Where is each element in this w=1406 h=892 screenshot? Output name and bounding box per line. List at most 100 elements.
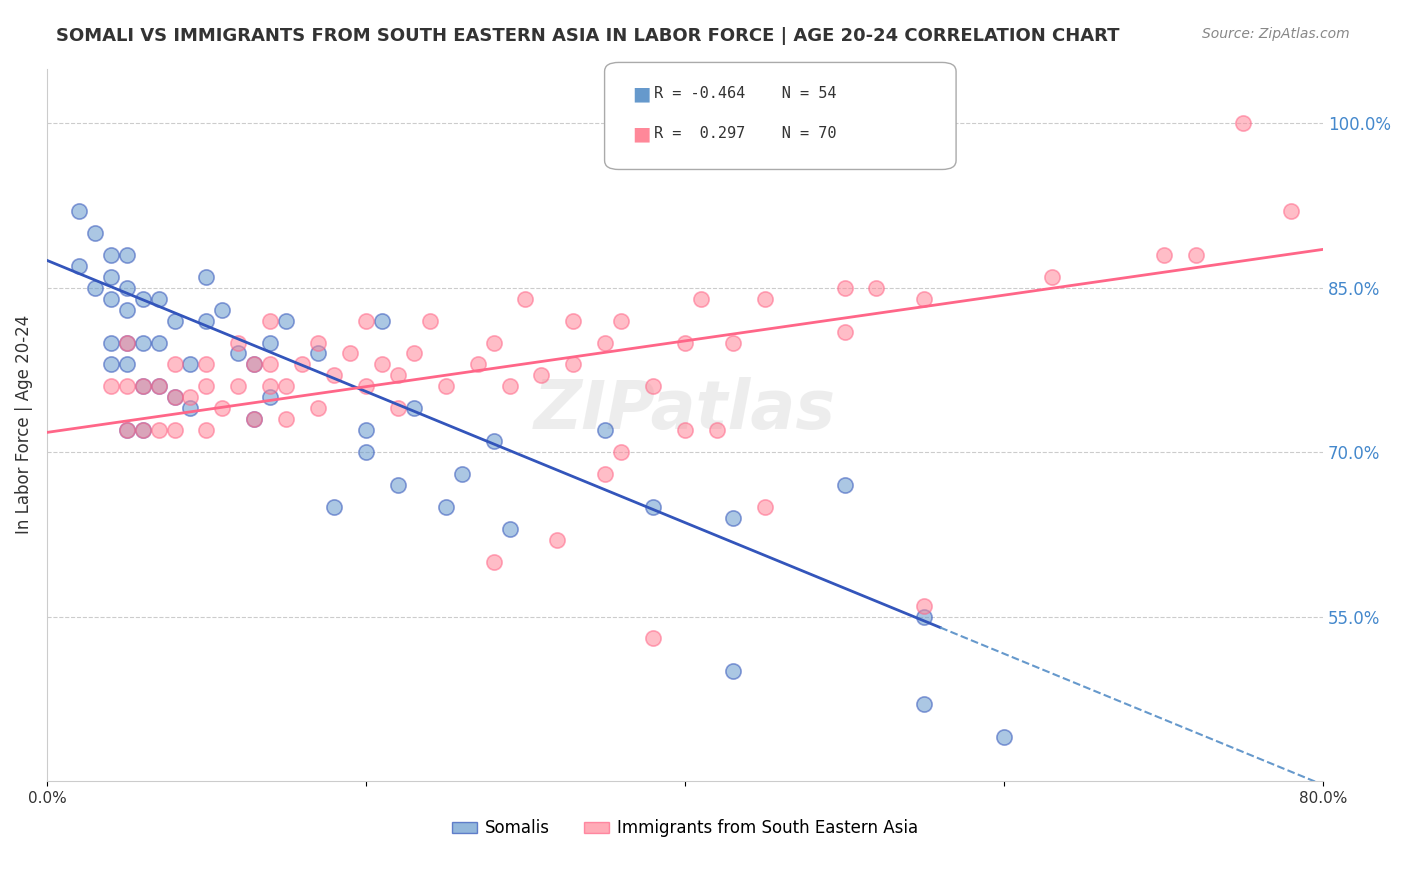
Point: [593, 423, 616, 437]
Point: [243, 358, 266, 372]
Point: [482, 555, 505, 569]
Text: ■: ■: [633, 84, 651, 103]
Point: [259, 379, 281, 393]
Point: [706, 423, 728, 437]
Point: [1279, 204, 1302, 219]
Point: [402, 346, 425, 360]
Point: [593, 467, 616, 481]
Point: [434, 379, 457, 393]
Point: [115, 281, 138, 295]
Point: [530, 368, 553, 383]
Point: [100, 335, 122, 350]
Point: [243, 358, 266, 372]
Point: [100, 248, 122, 262]
Point: [195, 358, 218, 372]
Point: [610, 313, 633, 327]
Y-axis label: In Labor Force | Age 20-24: In Labor Force | Age 20-24: [15, 315, 32, 534]
Point: [993, 730, 1015, 744]
Point: [515, 292, 537, 306]
Point: [276, 313, 298, 327]
Point: [834, 325, 856, 339]
Point: [148, 423, 170, 437]
Point: [228, 346, 250, 360]
Point: [276, 379, 298, 393]
Point: [419, 313, 441, 327]
Point: [131, 292, 153, 306]
Point: [912, 609, 935, 624]
Point: [148, 379, 170, 393]
Point: [148, 379, 170, 393]
Point: [115, 302, 138, 317]
Point: [402, 401, 425, 416]
Point: [115, 335, 138, 350]
Point: [912, 698, 935, 712]
Point: [243, 412, 266, 426]
Point: [354, 423, 377, 437]
Point: [307, 346, 329, 360]
Point: [259, 335, 281, 350]
Point: [83, 281, 105, 295]
Text: SOMALI VS IMMIGRANTS FROM SOUTH EASTERN ASIA IN LABOR FORCE | AGE 20-24 CORRELAT: SOMALI VS IMMIGRANTS FROM SOUTH EASTERN …: [56, 27, 1119, 45]
Point: [482, 434, 505, 449]
Point: [179, 390, 201, 404]
Point: [467, 358, 489, 372]
Text: ZIPatlas: ZIPatlas: [534, 377, 837, 443]
Point: [259, 390, 281, 404]
Point: [131, 335, 153, 350]
Point: [721, 335, 744, 350]
Point: [1153, 248, 1175, 262]
Point: [323, 500, 346, 514]
Point: [1040, 269, 1063, 284]
Point: [865, 281, 887, 295]
Point: [690, 292, 713, 306]
Point: [163, 423, 186, 437]
Point: [83, 226, 105, 240]
Text: R = -0.464    N = 54: R = -0.464 N = 54: [654, 87, 837, 101]
Point: [673, 335, 696, 350]
Point: [291, 358, 314, 372]
Point: [67, 259, 90, 273]
Point: [276, 412, 298, 426]
Point: [131, 379, 153, 393]
Point: [339, 346, 361, 360]
Point: [371, 358, 394, 372]
Point: [834, 281, 856, 295]
Point: [387, 401, 409, 416]
Point: [387, 478, 409, 492]
Point: [834, 478, 856, 492]
Point: [163, 390, 186, 404]
Point: [148, 292, 170, 306]
Point: [643, 632, 665, 646]
Point: [228, 335, 250, 350]
Point: [354, 445, 377, 459]
Point: [131, 423, 153, 437]
Point: [195, 379, 218, 393]
Point: [354, 313, 377, 327]
Point: [163, 313, 186, 327]
Point: [211, 302, 233, 317]
Point: [259, 313, 281, 327]
Point: [115, 248, 138, 262]
Point: [115, 423, 138, 437]
Point: [307, 401, 329, 416]
Point: [100, 292, 122, 306]
Point: [354, 379, 377, 393]
Point: [434, 500, 457, 514]
Point: [195, 313, 218, 327]
Point: [131, 423, 153, 437]
Point: [643, 379, 665, 393]
Point: [754, 292, 776, 306]
Point: [562, 313, 585, 327]
Point: [912, 599, 935, 613]
Point: [259, 358, 281, 372]
Point: [211, 401, 233, 416]
Point: [1232, 116, 1254, 130]
Point: [163, 390, 186, 404]
Point: [67, 204, 90, 219]
Point: [148, 335, 170, 350]
Legend: Somalis, Immigrants from South Eastern Asia: Somalis, Immigrants from South Eastern A…: [446, 813, 925, 844]
Point: [115, 358, 138, 372]
Point: [593, 335, 616, 350]
Point: [115, 423, 138, 437]
Point: [195, 269, 218, 284]
